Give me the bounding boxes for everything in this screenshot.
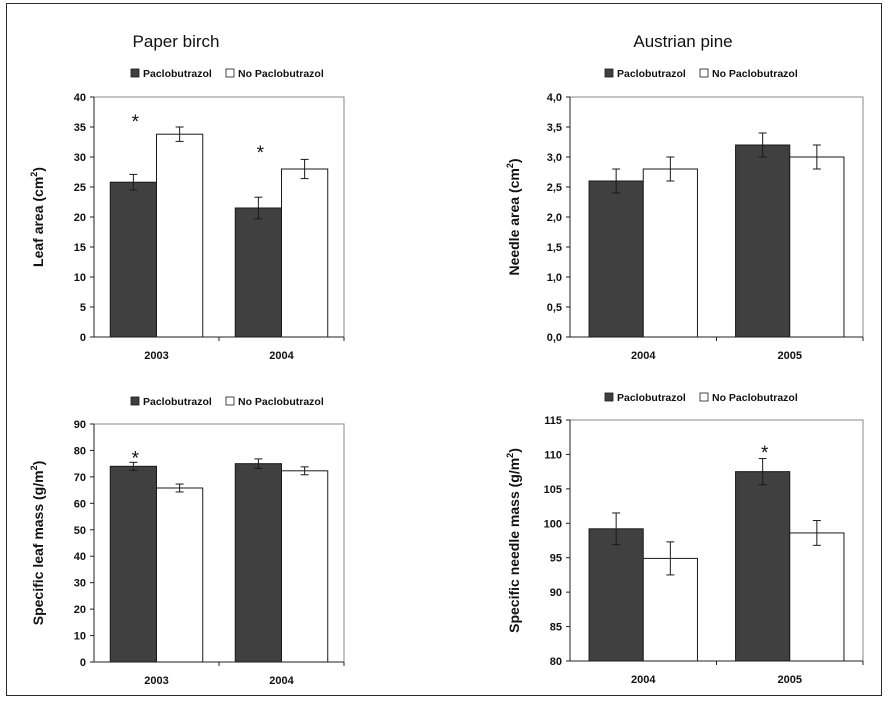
legend-label-paclobutrazol: Paclobutrazol (143, 68, 212, 80)
legend-swatch-no-paclobutrazol (225, 396, 235, 406)
y-tick-label: 110 (544, 449, 562, 461)
chart-panel-2: Paclobutrazol No Paclobutrazol 0,0 0,5 1,0 1,… (505, 68, 864, 362)
x-category-label: 2004 (269, 675, 294, 687)
chart-panel-3: Paclobutrazol No Paclobutrazol 0 10 20 30 40 50… (29, 396, 345, 687)
y-tick-label: 0,5 (547, 302, 562, 314)
y-tick-label: 35 (74, 122, 86, 134)
legend-label-no-paclobutrazol: No Paclobutrazol (238, 68, 324, 80)
y-tick-label: 80 (550, 656, 562, 668)
bar-no-paclobutrazol (789, 156, 845, 338)
y-tick-label: 0 (80, 657, 86, 669)
significance-star: * (257, 143, 265, 164)
y-tick-label: 10 (74, 272, 86, 284)
y-tick-label: 50 (74, 525, 86, 537)
bar-paclobutrazol (735, 144, 791, 338)
chart-panel-4: Paclobutrazol No Paclobutrazol 80 85 90 95 100… (505, 392, 864, 686)
bar-no-paclobutrazol (642, 168, 698, 338)
y-tick-label: 85 (550, 622, 562, 634)
y-tick-label: 100 (544, 518, 562, 530)
y-tick-label: 90 (550, 587, 562, 599)
y-tick-label: 90 (74, 419, 86, 431)
significance-star: * (132, 448, 140, 469)
y-tick-label: 0 (80, 332, 86, 344)
y-tick-label: 95 (550, 553, 562, 565)
y-tick-label: 1,0 (547, 272, 562, 284)
bar-no-paclobutrazol (156, 487, 204, 663)
y-tick-label: 40 (74, 551, 86, 563)
y-axis-label: Specific needle mass (g/m2) (505, 448, 522, 633)
y-tick-label: 60 (74, 498, 86, 510)
y-tick-label: 105 (544, 484, 562, 496)
bar-no-paclobutrazol (281, 168, 329, 338)
x-category-label: 2004 (269, 350, 294, 362)
legend-swatch-no-paclobutrazol (699, 68, 709, 78)
bar-no-paclobutrazol (789, 532, 845, 662)
y-tick-label: 40 (74, 92, 86, 104)
bar-paclobutrazol (109, 181, 157, 338)
significance-star: * (761, 443, 769, 464)
legend-swatch-paclobutrazol (130, 68, 140, 78)
y-tick-label: 20 (74, 604, 86, 616)
bar-paclobutrazol (234, 463, 282, 663)
legend-swatch-paclobutrazol (604, 68, 614, 78)
y-tick-label: 1,5 (547, 242, 562, 254)
x-category-label: 2005 (778, 350, 802, 362)
y-tick-label: 5 (80, 302, 86, 314)
y-tick-label: 70 (74, 472, 86, 484)
bar-no-paclobutrazol (281, 470, 329, 663)
legend-label-no-paclobutrazol: No Paclobutrazol (712, 392, 798, 404)
x-category-label: 2004 (631, 674, 656, 686)
bar-paclobutrazol (735, 471, 791, 662)
chart-panel-1: Paclobutrazol No Paclobutrazol 0 5 10 15 20 25 3… (29, 68, 345, 362)
bar-paclobutrazol (588, 528, 644, 662)
figure-canvas: Paper birch Austrian pine Paclobutrazol N… (29, 32, 864, 687)
y-tick-label: 20 (74, 212, 86, 224)
bar-no-paclobutrazol (156, 133, 204, 338)
legend-label-paclobutrazol: Paclobutrazol (143, 396, 212, 408)
x-category-label: 2004 (631, 350, 656, 362)
y-tick-label: 2,5 (547, 182, 562, 194)
y-tick-label: 4,0 (547, 92, 562, 104)
legend-label-paclobutrazol: Paclobutrazol (617, 68, 686, 80)
legend-swatch-no-paclobutrazol (225, 68, 235, 78)
y-tick-label: 30 (74, 578, 86, 590)
figure: Paper birch Austrian pine Paclobutrazol N… (6, 3, 882, 696)
y-tick-label: 3,0 (547, 152, 562, 164)
bar-paclobutrazol (234, 207, 282, 338)
y-axis-label: Specific leaf mass (g/m2) (29, 461, 46, 626)
y-tick-label: 3,5 (547, 122, 562, 134)
legend-swatch-no-paclobutrazol (699, 392, 709, 402)
legend-swatch-paclobutrazol (130, 396, 140, 406)
legend-swatch-paclobutrazol (604, 392, 614, 402)
significance-star: * (132, 112, 140, 133)
legend-label-paclobutrazol: Paclobutrazol (617, 392, 686, 404)
y-tick-label: 15 (74, 242, 86, 254)
y-tick-label: 115 (544, 415, 562, 427)
y-tick-label: 10 (74, 631, 86, 643)
y-tick-label: 25 (74, 182, 86, 194)
y-tick-label: 2,0 (547, 212, 562, 224)
column-title-birch: Paper birch (133, 32, 220, 51)
y-tick-label: 30 (74, 152, 86, 164)
y-tick-label: 0,0 (547, 332, 562, 344)
bar-paclobutrazol (588, 180, 644, 338)
x-category-label: 2003 (144, 675, 168, 687)
bar-no-paclobutrazol (642, 557, 698, 662)
x-category-label: 2003 (144, 350, 168, 362)
y-axis-label: Needle area (cm2) (505, 158, 522, 275)
bar-paclobutrazol (109, 465, 157, 663)
y-tick-label: 80 (74, 445, 86, 457)
y-axis-label: Leaf area (cm2) (29, 167, 46, 267)
column-title-pine: Austrian pine (633, 32, 732, 51)
legend-label-no-paclobutrazol: No Paclobutrazol (712, 68, 798, 80)
x-category-label: 2005 (778, 674, 802, 686)
legend-label-no-paclobutrazol: No Paclobutrazol (238, 396, 324, 408)
